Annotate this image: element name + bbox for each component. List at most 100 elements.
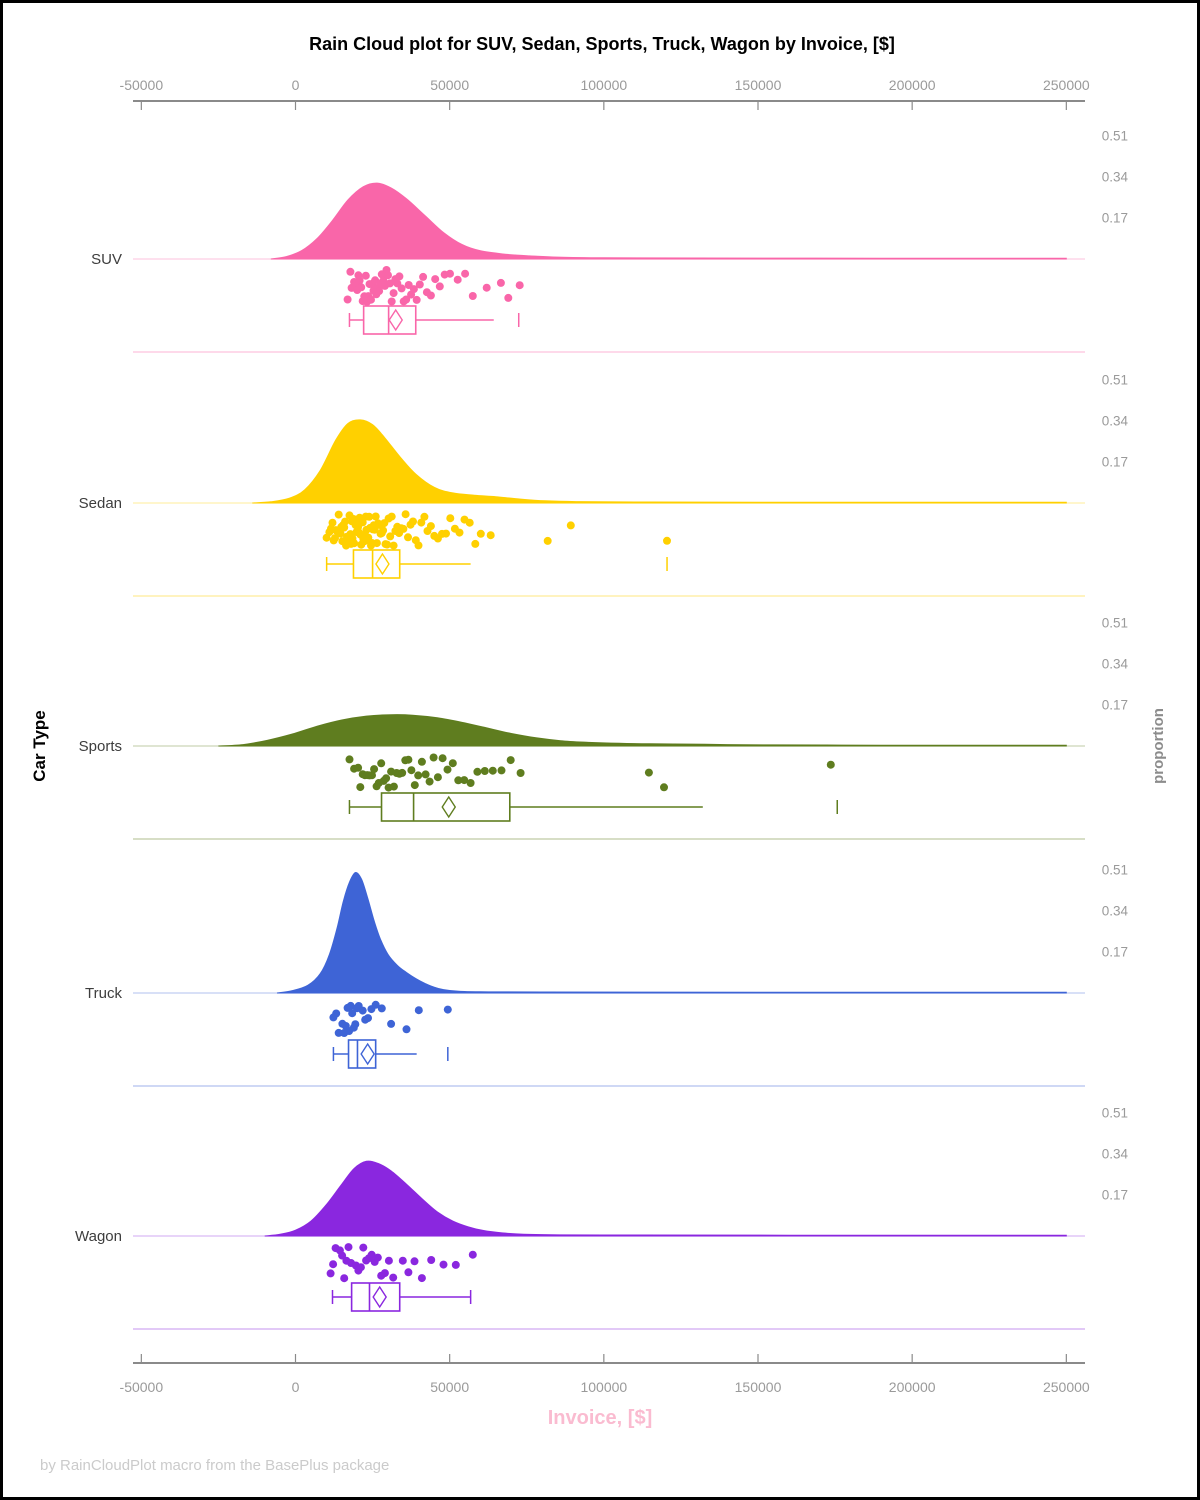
data-point: [414, 771, 423, 780]
data-point: [402, 295, 411, 304]
density-area-truck: [276, 871, 1067, 994]
data-point: [367, 1250, 376, 1259]
data-point: [465, 518, 474, 527]
data-point: [344, 1243, 353, 1252]
mean-diamond: [372, 1285, 388, 1309]
footer-credit: by RainCloudPlot macro from the BasePlus…: [40, 1457, 389, 1474]
top-tick-label: 0: [292, 77, 300, 93]
bottom-tick-label: 50000: [430, 1379, 469, 1395]
data-point: [435, 282, 444, 291]
data-point: [482, 283, 491, 292]
density-area-sports: [218, 714, 1067, 747]
data-point: [401, 510, 410, 519]
data-point: [346, 267, 355, 276]
data-point: [420, 512, 429, 521]
data-point: [356, 1263, 365, 1272]
data-point: [663, 536, 671, 545]
data-point: [443, 1005, 452, 1014]
data-point: [438, 754, 447, 763]
data-point: [417, 757, 426, 766]
data-point: [389, 541, 398, 550]
mean-diamond: [388, 308, 404, 332]
top-tick-label: 50000: [430, 77, 469, 93]
top-tick-label: 200000: [889, 77, 936, 93]
proportion-tick-label: 0.17: [1102, 698, 1128, 713]
data-point: [379, 526, 388, 535]
data-point: [332, 1009, 341, 1018]
data-point: [395, 272, 404, 281]
data-point: [384, 1256, 393, 1265]
proportion-axis-label: proportion: [1150, 708, 1167, 784]
data-point: [398, 768, 407, 777]
data-point: [543, 536, 552, 545]
data-point: [402, 1025, 411, 1034]
box-plot-truck: [332, 1039, 449, 1069]
bottom-tick-label: 0: [292, 1379, 300, 1395]
data-point: [375, 287, 384, 296]
data-point: [329, 1260, 338, 1269]
data-point: [370, 765, 379, 774]
box-plot-suv: [348, 305, 520, 335]
panel-sedan: 0.51 0.34 0.17 Sedan: [79, 373, 1128, 597]
data-point: [476, 529, 485, 538]
top-tick-label: 100000: [580, 77, 627, 93]
data-point: [357, 283, 366, 292]
data-point: [373, 1253, 382, 1262]
data-point: [334, 510, 343, 519]
data-point: [377, 759, 386, 768]
data-point: [414, 541, 423, 550]
proportion-tick-label: 0.34: [1102, 170, 1129, 185]
top-tick-label: -50000: [120, 77, 164, 93]
top-tick-label: 250000: [1043, 77, 1090, 93]
proportion-tick-label: 0.51: [1102, 616, 1128, 631]
data-point: [439, 1260, 448, 1269]
data-point: [488, 766, 497, 775]
data-point: [410, 781, 419, 790]
data-point: [382, 774, 391, 783]
data-point: [412, 295, 421, 304]
proportion-tick-label: 0.51: [1102, 863, 1128, 878]
data-point: [351, 1020, 360, 1029]
data-point: [361, 271, 370, 280]
box-plot-wagon: [331, 1282, 472, 1312]
data-point: [410, 1257, 419, 1266]
data-point: [359, 1243, 368, 1252]
data-point: [399, 524, 408, 533]
data-point: [419, 272, 428, 281]
data-point: [371, 512, 380, 521]
data-point: [431, 275, 440, 284]
mean-diamond: [441, 795, 457, 819]
data-point: [368, 771, 376, 780]
data-point: [473, 767, 482, 776]
data-point: [516, 769, 525, 777]
category-label-sedan: Sedan: [79, 495, 122, 512]
data-point: [442, 529, 450, 538]
data-point: [365, 512, 374, 521]
data-point: [506, 756, 515, 765]
data-point: [383, 540, 392, 549]
data-point: [504, 293, 513, 302]
data-point: [429, 753, 438, 762]
data-point: [409, 517, 417, 526]
top-x-axis: -50000 0 50000 100000 150000 200000 250000: [120, 77, 1090, 110]
data-point: [461, 269, 470, 278]
data-point: [404, 533, 412, 542]
data-point: [371, 1000, 380, 1009]
panel-wagon: 0.51 0.34 0.17 Wagon: [75, 1106, 1128, 1330]
density-area-sedan: [252, 419, 1067, 504]
data-point: [346, 1001, 355, 1010]
data-point: [384, 271, 392, 280]
category-label-wagon: Wagon: [75, 1228, 122, 1245]
data-point: [389, 1273, 398, 1282]
data-point: [454, 776, 463, 785]
data-point: [466, 779, 475, 787]
data-point: [415, 280, 424, 289]
data-point: [336, 529, 345, 538]
density-area-suv: [270, 182, 1067, 260]
proportion-tick-label: 0.17: [1102, 455, 1128, 470]
data-point: [455, 528, 464, 537]
data-point: [426, 522, 435, 531]
data-point: [446, 514, 455, 523]
data-point: [427, 1256, 436, 1264]
